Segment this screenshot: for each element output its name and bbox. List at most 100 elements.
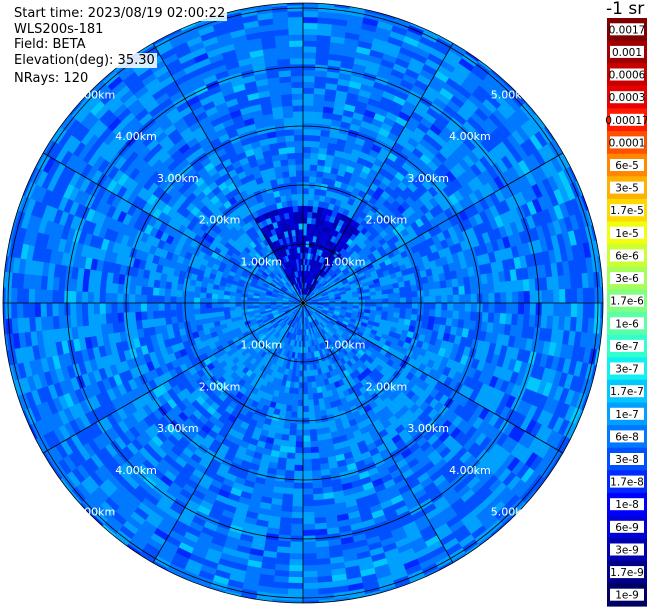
range-gate-cell [309, 170, 318, 178]
range-gate-cell [302, 105, 314, 112]
range-gate-cell [591, 207, 603, 225]
range-gate-cell [388, 297, 395, 304]
range-gate-cell [302, 458, 312, 466]
range-gate-cell [541, 289, 549, 304]
range-gate-cell [128, 293, 136, 304]
range-gate-cell [297, 399, 304, 407]
range-gate-cell [302, 423, 310, 431]
range-gate-cell [307, 205, 314, 213]
range-gate-cell [576, 288, 584, 304]
range-gate-cell [600, 302, 603, 320]
range-gate-cell [314, 188, 322, 196]
range-gate-cell [452, 286, 460, 296]
range-gate-cell [40, 289, 47, 304]
range-gate-cell [350, 599, 368, 603]
range-gate-cell [302, 364, 307, 372]
range-gate-cell [254, 602, 272, 603]
range-gate-cell [529, 290, 537, 304]
range-gate-cell [302, 570, 318, 578]
range-gate-cell [352, 299, 360, 304]
range-gate-cell [428, 316, 436, 325]
range-gate-cell [405, 297, 413, 304]
range-gate-cell [506, 302, 513, 315]
range-gate-cell [316, 428, 325, 436]
range-gate-cell [309, 423, 317, 430]
range-gate-cell [170, 288, 178, 297]
range-gate-cell [205, 297, 212, 304]
range-gate-cell [75, 302, 83, 316]
range-gate-cell [289, 559, 304, 566]
range-gate-cell [428, 281, 436, 290]
range-gate-cell [311, 128, 322, 137]
range-gate-cell [279, 522, 292, 531]
range-gate-cell [278, 528, 292, 536]
range-gate-cell [522, 279, 531, 292]
range-gate-cell [311, 387, 318, 395]
range-gate-cell [302, 28, 318, 36]
range-gate-cell [312, 105, 324, 113]
range-gate-cell [365, 3, 384, 10]
range-gate-cell [302, 140, 312, 148]
range-gate-cell [302, 388, 309, 395]
range-gate-cell [302, 87, 315, 95]
range-gate-cell [429, 295, 437, 304]
range-gate-cell [410, 284, 418, 292]
range-gate-cell [588, 302, 596, 319]
range-gate-cell [16, 287, 24, 304]
range-gate-cell [289, 547, 304, 555]
range-gate-cell [51, 302, 59, 317]
range-gate-cell [302, 429, 311, 437]
range-gate-cell [134, 285, 142, 295]
range-gate-cell [382, 298, 389, 304]
range-gate-cell [302, 564, 318, 572]
range-gate-cell [282, 422, 291, 430]
range-gate-cell [365, 596, 384, 603]
range-gate-cell [352, 296, 360, 301]
range-gate-cell [290, 523, 304, 531]
range-gate-cell [46, 289, 53, 304]
range-gate-cell [128, 284, 137, 295]
range-gate-cell [28, 288, 36, 304]
range-gate-cell [447, 302, 454, 312]
range-gate-cell [523, 290, 531, 304]
range-gate-cell [293, 470, 304, 478]
range-gate-cell [310, 375, 316, 383]
range-gate-cell [302, 523, 316, 531]
range-gate-cell [458, 310, 466, 321]
range-gate-cell [596, 222, 603, 241]
range-gate-cell [3, 254, 4, 272]
range-gate-cell [302, 506, 315, 513]
range-gate-cell [291, 517, 304, 525]
range-gate-cell [187, 296, 195, 304]
range-gate-cell [200, 312, 208, 320]
range-gate-cell [394, 297, 401, 304]
range-gate-cell [311, 381, 317, 389]
range-gate-cell [193, 297, 201, 304]
range-gate-cell [158, 287, 166, 296]
range-gate-cell [435, 302, 442, 311]
range-gate-cell [298, 382, 304, 389]
range-gate-cell [302, 382, 308, 389]
range-gate-cell [87, 313, 95, 326]
range-gate-cell [81, 279, 90, 292]
range-gate-cell [302, 582, 319, 590]
range-gate-cell [10, 302, 18, 319]
range-gate-cell [312, 117, 323, 125]
range-gate-cell [164, 288, 172, 297]
range-gate-cell [302, 187, 310, 195]
range-gate-cell [452, 294, 460, 304]
range-gate-cell [482, 293, 490, 304]
range-gate-cell [140, 302, 148, 312]
range-gate-cell [302, 193, 309, 201]
range-gate-cell [487, 312, 495, 324]
range-gate-cell [93, 302, 100, 315]
range-gate-cell [51, 289, 59, 304]
range-gate-cell [110, 302, 118, 314]
range-gate-cell [302, 511, 315, 519]
range-gate-cell [313, 511, 326, 519]
range-gate-cell [393, 287, 401, 294]
range-gate-cell [8, 396, 20, 415]
range-gate-cell [464, 293, 472, 304]
range-gate-cell [600, 286, 603, 304]
range-gate-cell [70, 278, 78, 292]
